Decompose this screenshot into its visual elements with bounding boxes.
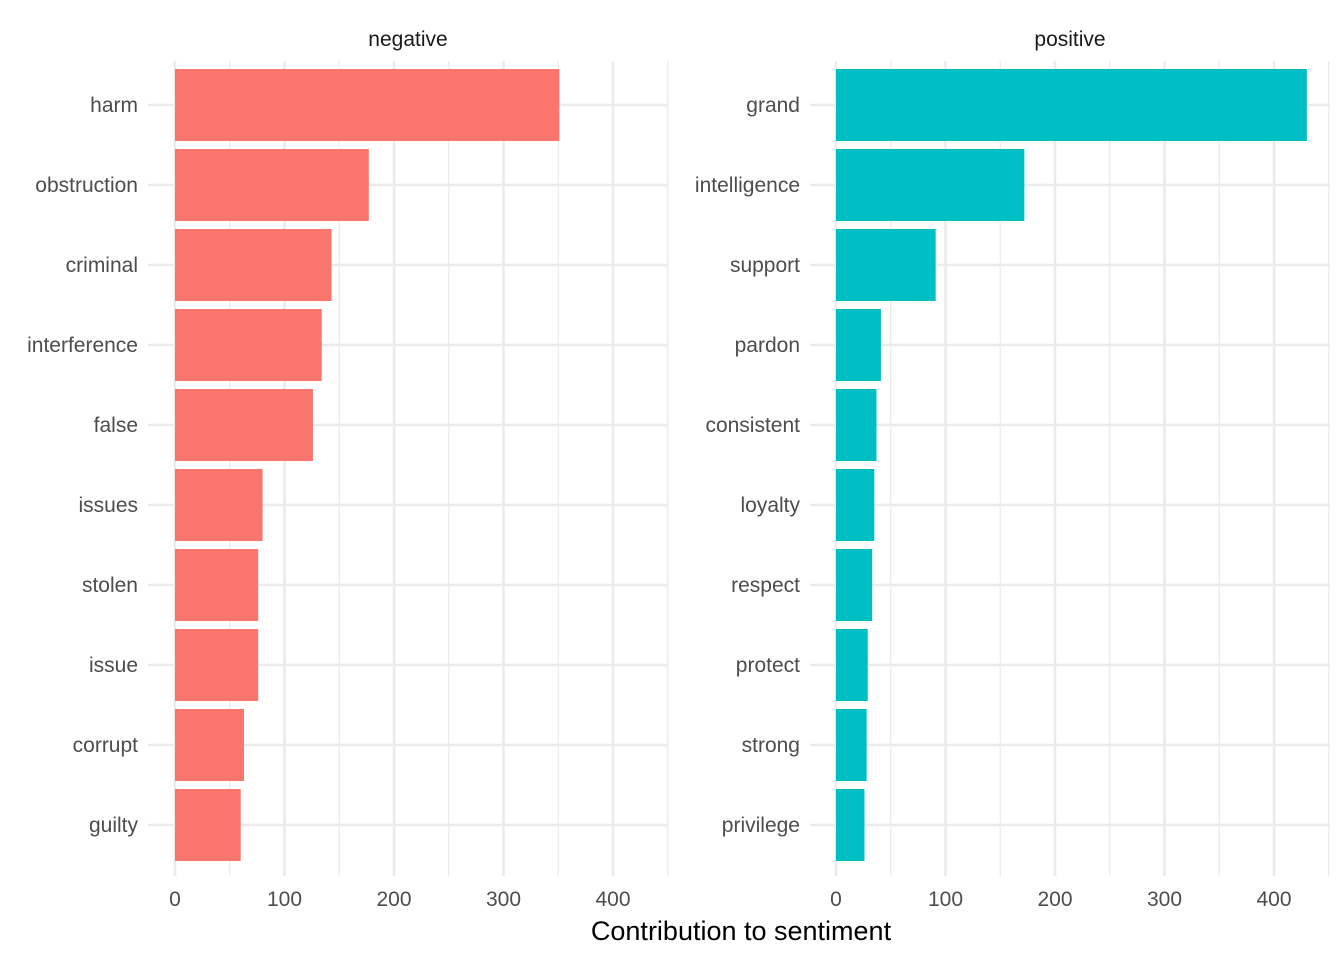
- x-tick-label: 300: [486, 888, 521, 911]
- bar-positive-loyalty: [836, 469, 875, 541]
- bar-positive-privilege: [836, 789, 865, 861]
- category-label: respect: [731, 574, 800, 597]
- bar-positive-respect: [836, 549, 873, 621]
- x-tick-label: 200: [1037, 888, 1072, 911]
- facet-strip-title: negative: [368, 28, 447, 51]
- bar-negative-corrupt: [175, 709, 244, 781]
- category-label: interference: [27, 334, 138, 357]
- category-label: harm: [90, 94, 138, 117]
- bar-positive-grand: [836, 69, 1307, 141]
- bar-negative-harm: [175, 69, 560, 141]
- bar-positive-support: [836, 229, 936, 301]
- bar-positive-protect: [836, 629, 868, 701]
- bar-positive-intelligence: [836, 149, 1025, 221]
- bar-positive-pardon: [836, 309, 881, 381]
- category-label: obstruction: [35, 174, 138, 197]
- x-tick-label: 100: [928, 888, 963, 911]
- category-label: support: [730, 254, 800, 277]
- category-label: criminal: [66, 254, 138, 277]
- category-label: grand: [746, 94, 800, 117]
- bar-negative-criminal: [175, 229, 332, 301]
- category-label: protect: [736, 654, 800, 677]
- category-label: issues: [78, 494, 138, 517]
- x-tick-label: 300: [1147, 888, 1182, 911]
- x-tick-label: 0: [830, 888, 842, 911]
- bar-negative-issue: [175, 629, 259, 701]
- x-tick-label: 400: [1256, 888, 1291, 911]
- category-label: privilege: [722, 814, 800, 837]
- x-axis-title: Contribution to sentiment: [591, 916, 892, 946]
- bar-positive-strong: [836, 709, 867, 781]
- category-label: corrupt: [73, 734, 139, 757]
- category-label: issue: [89, 654, 138, 677]
- category-label: intelligence: [695, 174, 800, 197]
- facet-panel-positive: grand intelligence support pardon consistent…: [695, 28, 1330, 911]
- bar-negative-stolen: [175, 549, 259, 621]
- category-label: loyalty: [740, 494, 800, 517]
- category-label: false: [94, 414, 138, 437]
- bar-negative-interference: [175, 309, 322, 381]
- bar-negative-guilty: [175, 789, 241, 861]
- category-label: strong: [742, 734, 800, 757]
- category-label: pardon: [735, 334, 800, 357]
- x-tick-label: 0: [169, 888, 181, 911]
- category-label: stolen: [82, 574, 138, 597]
- category-label: guilty: [89, 814, 139, 837]
- x-tick-label: 400: [595, 888, 630, 911]
- x-tick-label: 100: [267, 888, 302, 911]
- x-tick-label: 200: [376, 888, 411, 911]
- category-label: consistent: [705, 414, 800, 437]
- bar-negative-obstruction: [175, 149, 369, 221]
- bar-positive-consistent: [836, 389, 877, 461]
- bar-negative-issues: [175, 469, 263, 541]
- facet-panel-negative: harm obstruction criminal interference false…: [27, 28, 669, 911]
- bar-negative-false: [175, 389, 313, 461]
- facet-strip-title: positive: [1034, 28, 1105, 51]
